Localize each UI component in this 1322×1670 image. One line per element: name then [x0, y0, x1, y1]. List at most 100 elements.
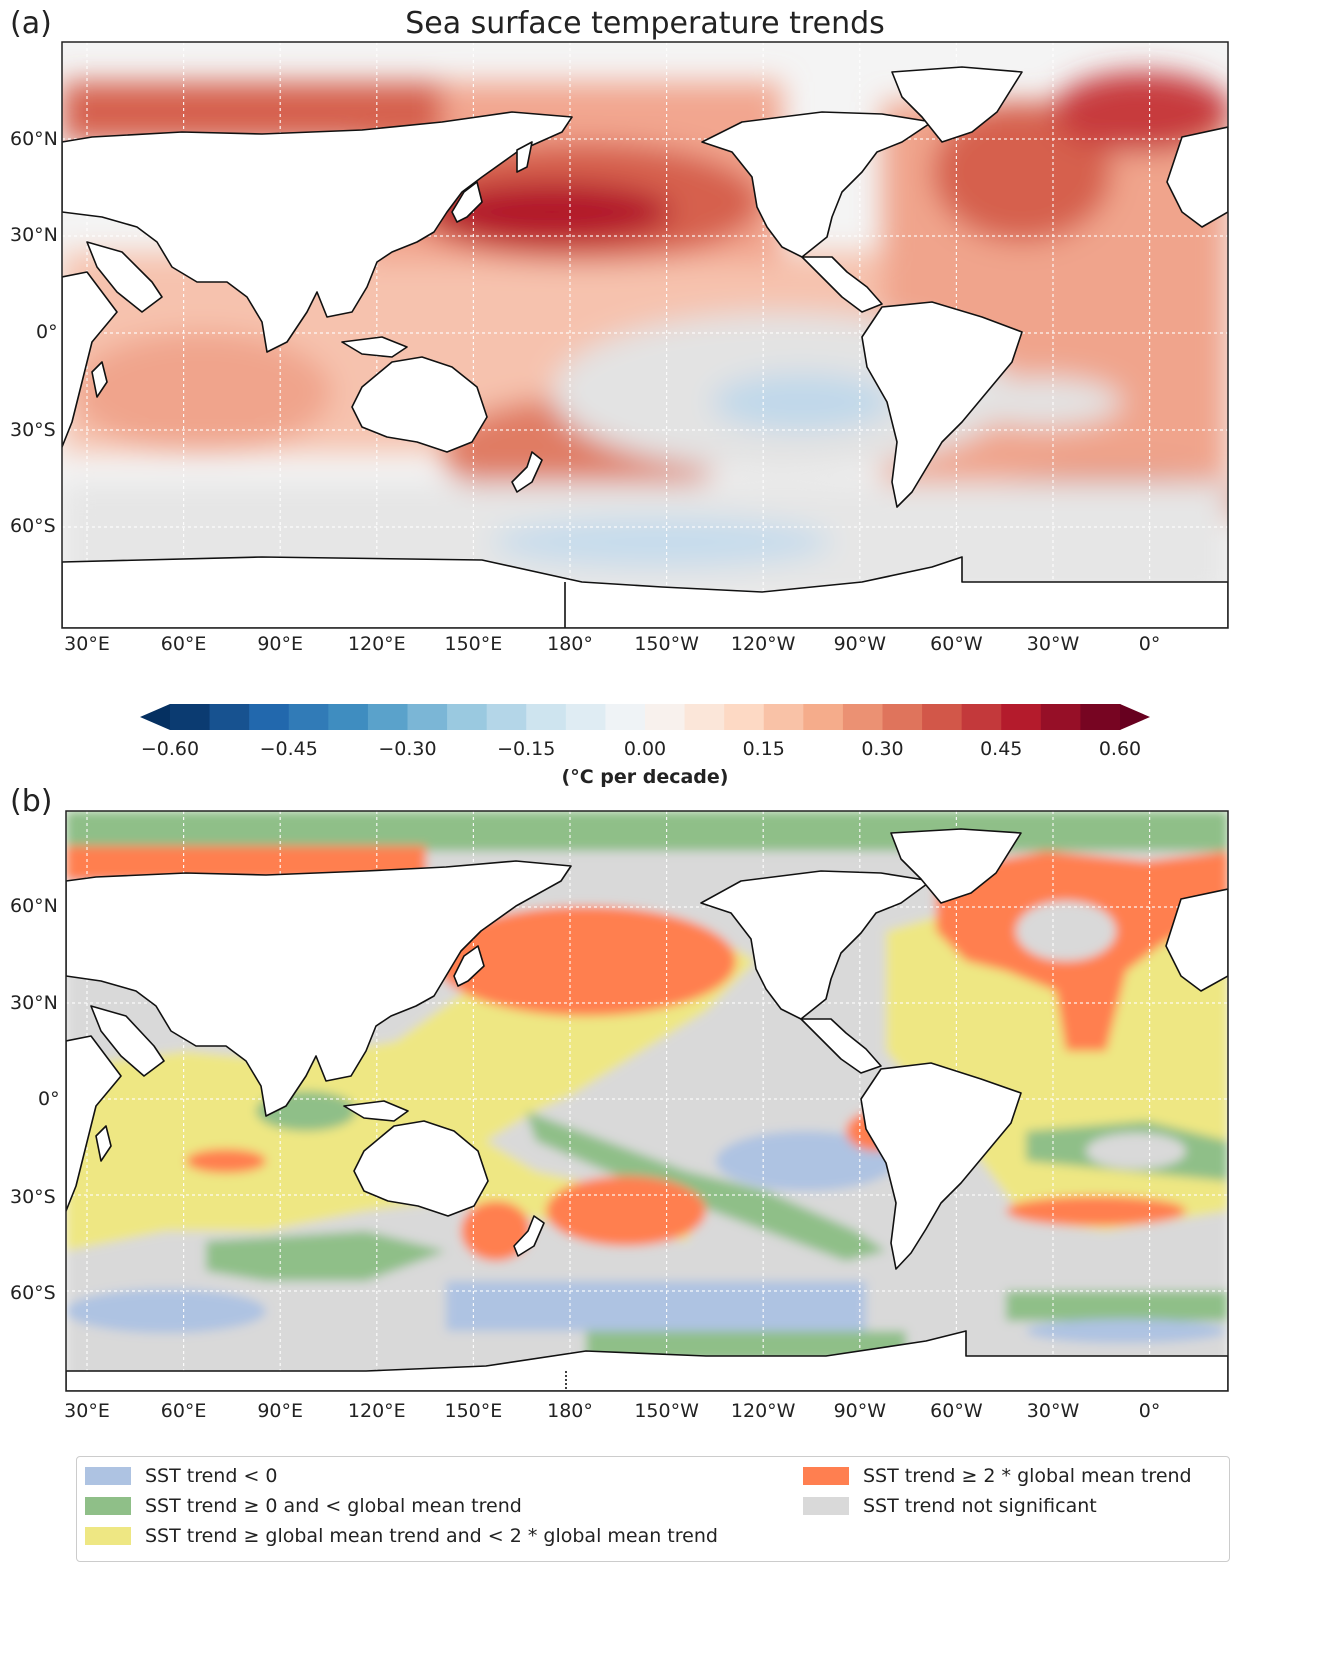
colorbar-bin	[209, 704, 250, 730]
lat-tick-30s: 30°S	[10, 419, 56, 441]
colorbar-bin	[961, 704, 1002, 730]
europe-land	[1165, 888, 1228, 992]
lat-tick-30n: 30°N	[10, 992, 58, 1014]
europe-land	[1166, 126, 1228, 228]
colorbar-extend-min	[140, 704, 170, 730]
japan-land	[453, 945, 485, 987]
eurasia-land	[62, 111, 573, 353]
panel-b-label: (b)	[10, 784, 53, 819]
lon-tick: 30°W	[1026, 633, 1080, 655]
lon-tick: 180°	[547, 1400, 593, 1422]
lon-tick: 180°	[547, 633, 593, 655]
lat-tick-0: 0°	[38, 1088, 60, 1110]
north-america-land	[701, 111, 933, 258]
colorbar-bin	[684, 704, 725, 730]
legend-swatch	[85, 1527, 131, 1545]
lon-tick-row-b: 30°E 60°E 90°E 120°E 150°E 180° 150°W 120°W 90°W…	[0, 1400, 1322, 1430]
madagascar-land	[95, 1125, 112, 1162]
colorbar-tick: 0.30	[861, 738, 904, 760]
sst-category-field	[66, 811, 1228, 1391]
antarctica-land	[66, 1330, 1228, 1391]
colorbar-tick: −0.30	[378, 738, 437, 760]
sst-trend-map	[61, 41, 1229, 629]
colorbar-tick: −0.45	[259, 738, 318, 760]
colorbar-tick-row: −0.60 −0.45 −0.30 −0.15 0.00 0.15 0.30 0.45 0.60	[0, 738, 1322, 764]
sst-category-map	[65, 810, 1229, 1392]
colorbar-bin	[724, 704, 765, 730]
panel-a-label: (a)	[10, 6, 52, 41]
colorbar-bin	[526, 704, 567, 730]
colorbar-tick: 0.00	[623, 738, 667, 760]
colorbar-bin	[1001, 704, 1042, 730]
africa-land	[62, 271, 118, 448]
colorbar-tick: 0.60	[1098, 738, 1142, 760]
colorbar-bin	[565, 704, 606, 730]
australia-land	[353, 1120, 489, 1217]
greenland-land	[891, 66, 1023, 143]
colorbar-bin	[1040, 704, 1081, 730]
kamchatka-land	[516, 141, 533, 173]
colorbar-bin	[367, 704, 408, 730]
africa-land	[66, 1035, 122, 1212]
japan-land	[451, 181, 483, 223]
lon-tick: 90°E	[257, 633, 304, 655]
lat-tick-30n: 30°N	[10, 224, 58, 246]
lon-tick: 120°W	[730, 1400, 796, 1422]
new-zealand-land	[513, 1215, 545, 1257]
lon-tick: 120°E	[347, 633, 406, 655]
legend-swatch	[85, 1467, 131, 1485]
legend-item-label: SST trend < 0	[145, 1465, 278, 1487]
colorbar-tick: −0.15	[497, 738, 556, 760]
colorbar-bin	[605, 704, 646, 730]
lon-tick-row-a: 30°E 60°E 90°E 120°E 150°E 180° 150°W 120°W 90°W…	[0, 633, 1322, 663]
lon-tick: 0°	[1138, 633, 1161, 655]
indonesia-land	[343, 1100, 409, 1122]
antarctica-land	[62, 556, 1228, 628]
legend-item-label: SST trend ≥ 0 and < global mean trend	[145, 1495, 522, 1517]
central-america-land	[801, 256, 883, 313]
map-frame	[61, 41, 1229, 629]
legend-item-negative: SST trend < 0	[85, 1465, 278, 1487]
lon-tick: 60°W	[930, 1400, 983, 1422]
lon-tick: 0°	[1138, 1400, 1161, 1422]
colorbar-extend-max	[1120, 704, 1150, 730]
colorbar-bin	[645, 704, 686, 730]
colorbar-tick: 0.45	[980, 738, 1023, 760]
colorbar-bin	[407, 704, 448, 730]
map-frame	[65, 810, 1229, 1392]
arabia-land	[86, 241, 163, 313]
legend-swatch	[85, 1497, 131, 1515]
colorbar-bin	[803, 704, 844, 730]
lon-tick: 150°E	[444, 1400, 503, 1422]
colorbar-tick: 0.15	[742, 738, 785, 760]
arabia-land	[90, 1005, 165, 1077]
eurasia-land	[66, 860, 572, 1117]
legend-item-label: SST trend not significant	[863, 1495, 1097, 1517]
lon-tick: 120°W	[730, 633, 796, 655]
colorbar-bin	[249, 704, 290, 730]
colorbar-bin	[170, 704, 211, 730]
lon-tick: 120°E	[347, 1400, 406, 1422]
lon-tick: 60°W	[930, 633, 983, 655]
colorbar-bin	[882, 704, 923, 730]
colorbar-tick: −0.60	[140, 738, 200, 760]
legend-item-not-significant: SST trend not significant	[803, 1495, 1097, 1517]
colorbar-bin	[1080, 704, 1121, 730]
colorbar-bin	[922, 704, 963, 730]
new-zealand-land	[511, 451, 543, 493]
colorbar-bin	[842, 704, 883, 730]
lon-tick: 150°E	[444, 633, 503, 655]
legend-swatch	[803, 1497, 849, 1515]
lat-tick-60n: 60°N	[10, 128, 58, 150]
lat-tick-60n: 60°N	[10, 895, 58, 917]
lon-tick: 60°E	[160, 633, 207, 655]
legend-item-above-global: SST trend ≥ global mean trend and < 2 * …	[85, 1525, 718, 1547]
lon-tick: 90°W	[833, 633, 887, 655]
legend-item-double-global: SST trend ≥ 2 * global mean trend	[803, 1465, 1192, 1487]
legend-item-below-global: SST trend ≥ 0 and < global mean trend	[85, 1495, 522, 1517]
lon-tick: 60°E	[160, 1400, 207, 1422]
lon-tick: 90°W	[833, 1400, 887, 1422]
lon-tick: 30°E	[64, 1400, 110, 1422]
south-america-land	[861, 301, 1023, 508]
lon-tick: 30°E	[64, 633, 110, 655]
